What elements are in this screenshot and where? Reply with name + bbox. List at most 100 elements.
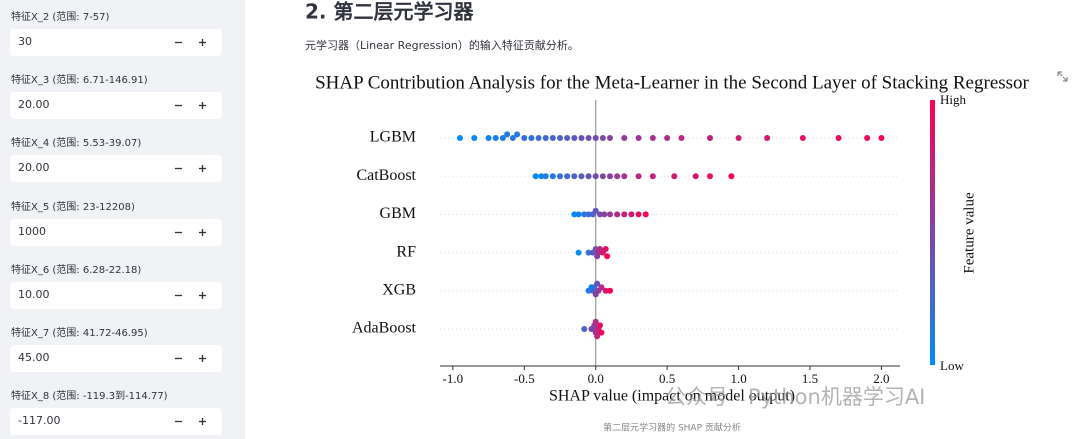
shap-dot [542, 173, 549, 180]
shap-dot [485, 135, 492, 141]
category-label: XGB [382, 281, 416, 298]
shap-dot [542, 135, 549, 141]
shap-dot [598, 284, 605, 291]
x-tick-label: -0.5 [514, 371, 535, 386]
shap-dot [599, 135, 606, 141]
shap-dot [594, 280, 601, 287]
shap-dot [598, 329, 605, 336]
number-input[interactable]: 1000 [10, 218, 222, 246]
shap-dot [549, 135, 556, 141]
input-label: 特征X_5 (范围: 23-12208) [11, 201, 135, 213]
category-label: GBM [380, 205, 416, 222]
x-tick-label: 1.5 [802, 371, 818, 386]
shap-dot [581, 211, 588, 218]
shap-dot [571, 135, 578, 141]
number-input[interactable]: -117.00 [10, 408, 222, 436]
shap-dot [735, 135, 742, 141]
input-label: 特征X_7 (范围: 41.72-46.95) [11, 328, 148, 339]
plus-button[interactable] [199, 102, 206, 110]
shap-dot [621, 135, 628, 141]
shap-dot [592, 135, 599, 141]
shap-dot [592, 318, 599, 325]
shap-dot [538, 173, 545, 180]
category-label: CatBoost [356, 167, 416, 184]
shap-dot [578, 173, 585, 180]
number-input[interactable]: 20.00 [10, 92, 222, 120]
shap-dot [564, 173, 571, 180]
shap-dot [602, 287, 609, 294]
shap-dot [585, 211, 592, 218]
number-input[interactable]: 20.00 [10, 155, 222, 183]
shap-dot [549, 173, 556, 180]
shap-dot [571, 211, 578, 218]
plus-button[interactable] [199, 355, 206, 362]
plus-button[interactable] [199, 291, 206, 299]
input-value: 10.00 [18, 287, 50, 301]
chart-title: SHAP Contribution Analysis for the Meta-… [315, 72, 1029, 93]
shap-dot [592, 207, 599, 214]
plus-button[interactable] [199, 165, 206, 173]
shap-dot [514, 131, 521, 138]
shap-dot [649, 173, 656, 180]
shap-dot [614, 211, 621, 218]
shap-dot [628, 211, 635, 218]
x-axis-label: SHAP value (impact on model output) [549, 388, 795, 405]
shap-dot [471, 135, 478, 141]
shap-dot [607, 135, 613, 141]
shap-dot [864, 135, 871, 141]
shap-dot [878, 135, 885, 141]
shap-dot [592, 173, 599, 180]
shap-dot [607, 287, 613, 294]
stepper [175, 39, 206, 46]
x-tick-label: -1.0 [443, 371, 464, 386]
category-label: LGBM [370, 129, 416, 146]
stepper [175, 291, 206, 299]
colorbar-label: Feature value [961, 192, 977, 274]
shap-dot [642, 211, 649, 218]
stepper [175, 418, 206, 426]
stepper [175, 102, 206, 110]
shap-dot [581, 326, 588, 332]
shap-dot [535, 135, 542, 141]
stepper [175, 355, 206, 362]
x-tick-label: 1.0 [730, 371, 746, 386]
number-input[interactable]: 30 [10, 29, 222, 56]
shap-dot [532, 173, 539, 180]
shap-dot [692, 173, 699, 180]
colorbar-low: Low [940, 358, 964, 373]
colorbar [930, 100, 935, 365]
number-input[interactable]: 10.00 [10, 281, 222, 309]
input-label: 特征X_4 (范围: 5.53-39.07) [11, 138, 142, 150]
shap-dot [557, 173, 563, 180]
watermark: 公众号 · Python机器学习AI [665, 385, 925, 409]
shap-dot [607, 173, 613, 180]
shap-dot [504, 131, 511, 138]
shap-dot [585, 249, 592, 256]
input-label: 特征X_8 (范围: -119.3到-114.77) [11, 391, 168, 403]
shap-dot [635, 211, 642, 218]
shap-dot [521, 135, 528, 141]
plus-button[interactable] [199, 418, 206, 426]
shap-dot [599, 173, 606, 180]
x-tick-label: 0.5 [659, 371, 675, 386]
input-value: 45.00 [18, 351, 50, 364]
image-caption: 第二层元学习器的 SHAP 贡献分析 [603, 422, 741, 434]
plus-button[interactable] [199, 39, 206, 46]
shap-dot [601, 211, 608, 218]
input-label: 特征X_3 (范围: 6.71-146.91) [11, 75, 148, 87]
shap-dot [835, 135, 842, 141]
shap-dot [707, 135, 713, 141]
x-tick-label: 0.0 [588, 371, 604, 386]
fullscreen-icon[interactable] [1057, 71, 1068, 82]
input-value: 1000 [18, 224, 46, 238]
number-input[interactable]: 45.00 [10, 345, 222, 372]
input-value: 20.00 [18, 98, 50, 112]
shap-dot [457, 135, 463, 141]
plus-button[interactable] [199, 228, 206, 236]
shap-dot [564, 135, 571, 141]
shap-dot [597, 322, 603, 329]
input-value: 20.00 [18, 161, 50, 175]
shap-dot [585, 135, 592, 141]
shap-dot [678, 135, 685, 141]
